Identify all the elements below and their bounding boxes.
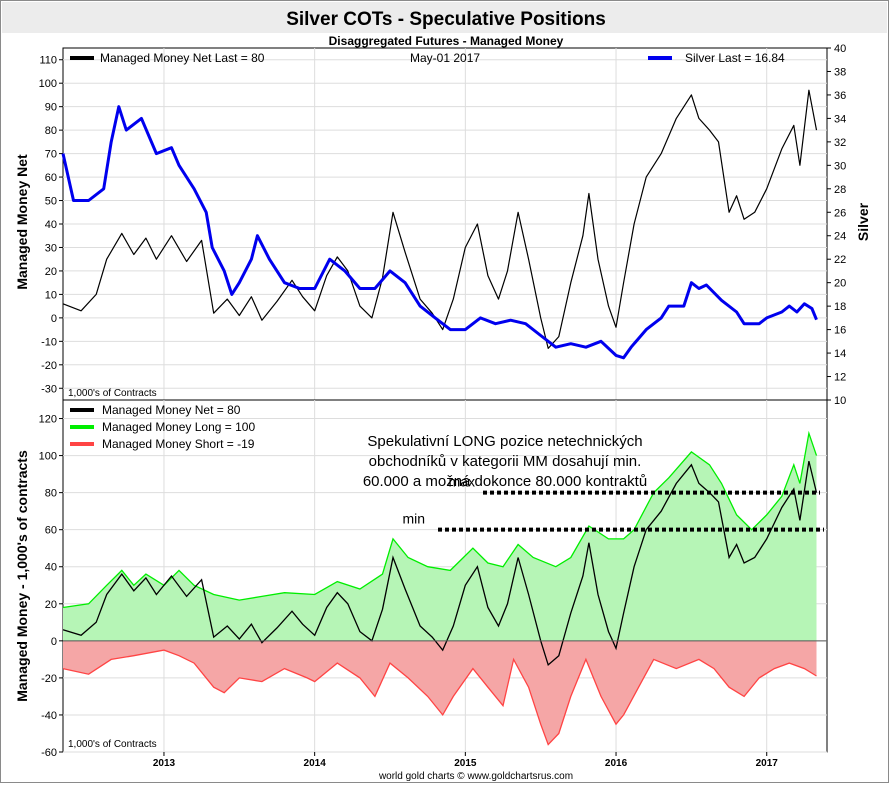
- top-units-note: 1,000's of Contracts: [68, 388, 157, 399]
- level-label-max: max: [449, 474, 475, 490]
- chart-subtitle: Disaggregated Futures - Managed Money: [329, 34, 564, 48]
- x-tick-label: 2016: [605, 758, 628, 769]
- x-tick-label: 2014: [304, 758, 327, 769]
- top-y2-tick-label: 24: [834, 231, 846, 243]
- chart-title: Silver COTs - Speculative Positions: [286, 9, 606, 30]
- x-axis-ticks: 2013 2014 2015 2016 2017: [153, 752, 778, 769]
- bottom-y-axis-label: Managed Money - 1,000's of contracts: [14, 450, 30, 702]
- legend-long-label: Managed Money Long = 100: [102, 420, 255, 434]
- bottom-y-tick-label: 80: [45, 488, 57, 500]
- top-y2-tick-label: 18: [834, 301, 846, 313]
- top-y-tick-label: 20: [45, 266, 57, 278]
- top-y-tick-label: -10: [41, 336, 57, 348]
- top-y-tick-label: 100: [39, 78, 57, 90]
- top-y2-tick-label: 16: [834, 325, 846, 337]
- annotation-line-3: 60.000 a možná dokonce 80.000 kontraktů: [363, 473, 647, 490]
- top-y-axis-label: Managed Money Net: [14, 154, 30, 290]
- silver-price-line: [61, 105, 818, 360]
- long-area: [63, 433, 817, 641]
- bottom-y-tick-label: 60: [45, 525, 57, 537]
- top-y2-tick-label: 38: [834, 66, 846, 78]
- short-area: [63, 640, 817, 745]
- level-label-min: min: [402, 511, 425, 527]
- top-y2-tick-label: 20: [834, 278, 846, 290]
- legend-silver-label: Silver Last = 16.84: [685, 51, 785, 65]
- legend-net2-label: Managed Money Net = 80: [102, 403, 241, 417]
- legend-short-label: Managed Money Short = -19: [102, 437, 255, 451]
- top-y2-tick-label: 10: [834, 395, 846, 407]
- top-y2-tick-label: 30: [834, 160, 846, 172]
- annotation-line-2: obchodníků v kategorii MM dosahují min.: [369, 453, 642, 470]
- top-y2-tick-label: 12: [834, 372, 846, 384]
- top-y-tick-label: -20: [41, 360, 57, 372]
- managed-money-net-line: [62, 89, 818, 349]
- top-y2-tick-label: 36: [834, 90, 846, 102]
- bottom-y-tick-label: 0: [51, 636, 57, 648]
- top-y-tick-label: 0: [51, 313, 57, 325]
- top-y2-axis-label: Silver: [855, 202, 871, 241]
- long-area-edge: [62, 430, 818, 609]
- bottom-y-tick-label: 100: [39, 451, 57, 463]
- top-y-tick-label: 110: [39, 55, 57, 67]
- top-y-tick-label: 10: [45, 289, 57, 301]
- top-y2-tick-label: 32: [834, 137, 846, 149]
- top-y-ticks: -30 -20 -10 0 10 20 30 40 50 60 70 80 90 100 110: [39, 55, 63, 395]
- top-y2-tick-label: 22: [834, 254, 846, 266]
- bottom-series: [62, 430, 827, 746]
- short-area-edge: [62, 649, 817, 746]
- top-y-tick-label: -30: [41, 383, 57, 395]
- bottom-y-ticks: -60 -40 -20 0 20 40 60 80 100 120: [39, 414, 63, 759]
- top-grid: [63, 48, 827, 400]
- legend-net-label: Managed Money Net Last = 80: [100, 51, 265, 65]
- top-y-tick-label: 50: [45, 196, 57, 208]
- date-label: May-01 2017: [410, 51, 480, 65]
- bottom-y-tick-label: 120: [39, 414, 57, 426]
- x-tick-label: 2015: [454, 758, 477, 769]
- bottom-units-note: 1,000's of Contracts: [68, 739, 157, 750]
- top-y-tick-label: 70: [45, 149, 57, 161]
- bottom-y-tick-label: -60: [41, 747, 57, 759]
- bottom-panel: -60 -40 -20 0 20 40 60 80 100 120 max min Managed …: [14, 399, 828, 759]
- top-y-tick-label: 30: [45, 242, 57, 254]
- top-y2-tick-label: 28: [834, 184, 846, 196]
- footer-credit: world gold charts © www.goldchartsrus.co…: [378, 771, 573, 782]
- top-y-tick-label: 60: [45, 172, 57, 184]
- top-y2-ticks: 10 12 14 16 18 20 22 24 26 28 30 32 34 36 38 40: [827, 43, 846, 407]
- bottom-y-tick-label: 20: [45, 599, 57, 611]
- annotation-line-1: Spekulativní LONG pozice netechnických: [367, 433, 642, 450]
- top-y2-tick-label: 34: [834, 113, 846, 125]
- top-y2-tick-label: 40: [834, 43, 846, 55]
- top-y2-tick-label: 26: [834, 207, 846, 219]
- bottom-y-tick-label: -20: [41, 673, 57, 685]
- x-tick-label: 2017: [756, 758, 779, 769]
- top-y-tick-label: 80: [45, 125, 57, 137]
- top-y2-tick-label: 14: [834, 348, 846, 360]
- bottom-y-tick-label: -40: [41, 710, 57, 722]
- bottom-y-tick-label: 40: [45, 562, 57, 574]
- top-series: [61, 89, 818, 360]
- title-band: [2, 2, 887, 33]
- x-tick-label: 2013: [153, 758, 176, 769]
- top-y-tick-label: 40: [45, 219, 57, 231]
- top-y-tick-label: 90: [45, 102, 57, 114]
- level-lines: max min: [402, 474, 824, 532]
